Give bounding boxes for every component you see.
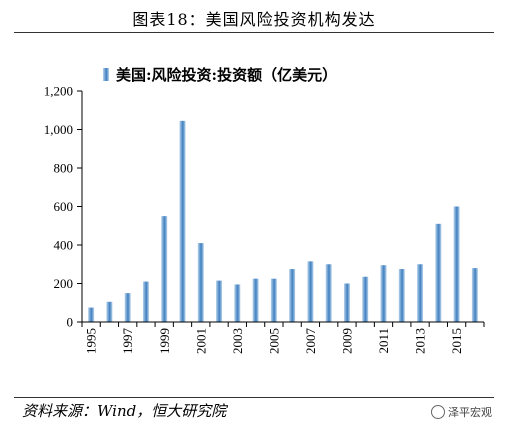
bar <box>435 223 442 322</box>
x-tick-label: 1999 <box>157 328 172 354</box>
bar-chart: 美国:风险投资:投资额（亿美元） 0 200 400 600 800 1,000 1,200… <box>44 66 485 355</box>
x-tick-label: 2007 <box>303 328 318 355</box>
bar <box>289 269 296 322</box>
bar <box>106 301 113 322</box>
bar <box>471 268 478 322</box>
x-tick-label: 1997 <box>120 328 135 355</box>
page-title: 图表18：美国风险投资机构发达 <box>132 10 376 29</box>
bars <box>88 120 478 323</box>
x-tick-label: 2013 <box>413 328 428 354</box>
x-tick-label: 1995 <box>84 328 99 354</box>
legend: 美国:风险投资:投资额（亿美元） <box>103 66 337 84</box>
bar <box>197 243 204 322</box>
y-tick-label: 800 <box>54 161 74 176</box>
y-tick-label: 600 <box>54 199 74 214</box>
x-tick-label: 2003 <box>230 328 245 354</box>
bar <box>362 276 369 322</box>
y-tick-label: 0 <box>67 315 74 330</box>
x-tick-label: 2009 <box>340 328 355 354</box>
source-note: 资料来源：Wind，恒大研究院 <box>22 402 227 420</box>
x-tick-label: 2011 <box>376 328 391 354</box>
x-axis: 1995 1997 1999 2001 2003 2005 2007 2009 2011 2013… <box>81 321 485 355</box>
legend-label: 美国:风险投资:投资额（亿美元） <box>116 66 337 84</box>
watermark: 泽平宏观 <box>431 404 492 420</box>
bar <box>88 307 95 322</box>
bar <box>179 120 186 323</box>
bar <box>234 284 241 322</box>
y-tick-label: 1,000 <box>44 122 73 137</box>
bar <box>417 264 424 322</box>
bar <box>270 278 277 322</box>
bar <box>343 283 350 322</box>
bar <box>307 261 314 322</box>
watermark-text: 泽平宏观 <box>448 406 492 419</box>
bar <box>161 216 168 322</box>
bottom-divider <box>14 397 494 398</box>
bar <box>453 206 460 322</box>
y-tick-label: 200 <box>54 276 74 291</box>
wechat-icon <box>431 405 445 419</box>
y-tick-label: 1,200 <box>44 84 73 99</box>
bar <box>216 280 223 322</box>
bar <box>124 293 131 322</box>
bar <box>398 269 405 322</box>
bar <box>142 281 149 322</box>
y-axis: 0 200 400 600 800 1,000 1,200 <box>44 84 83 330</box>
x-tick-label: 2001 <box>193 328 208 354</box>
top-divider <box>14 32 494 33</box>
bar <box>325 264 332 322</box>
x-tick-label: 2005 <box>266 328 281 354</box>
bar <box>252 278 259 322</box>
y-tick-label: 400 <box>54 238 74 253</box>
bar <box>380 265 387 322</box>
x-tick-label: 2015 <box>449 328 464 354</box>
legend-swatch <box>103 68 109 81</box>
